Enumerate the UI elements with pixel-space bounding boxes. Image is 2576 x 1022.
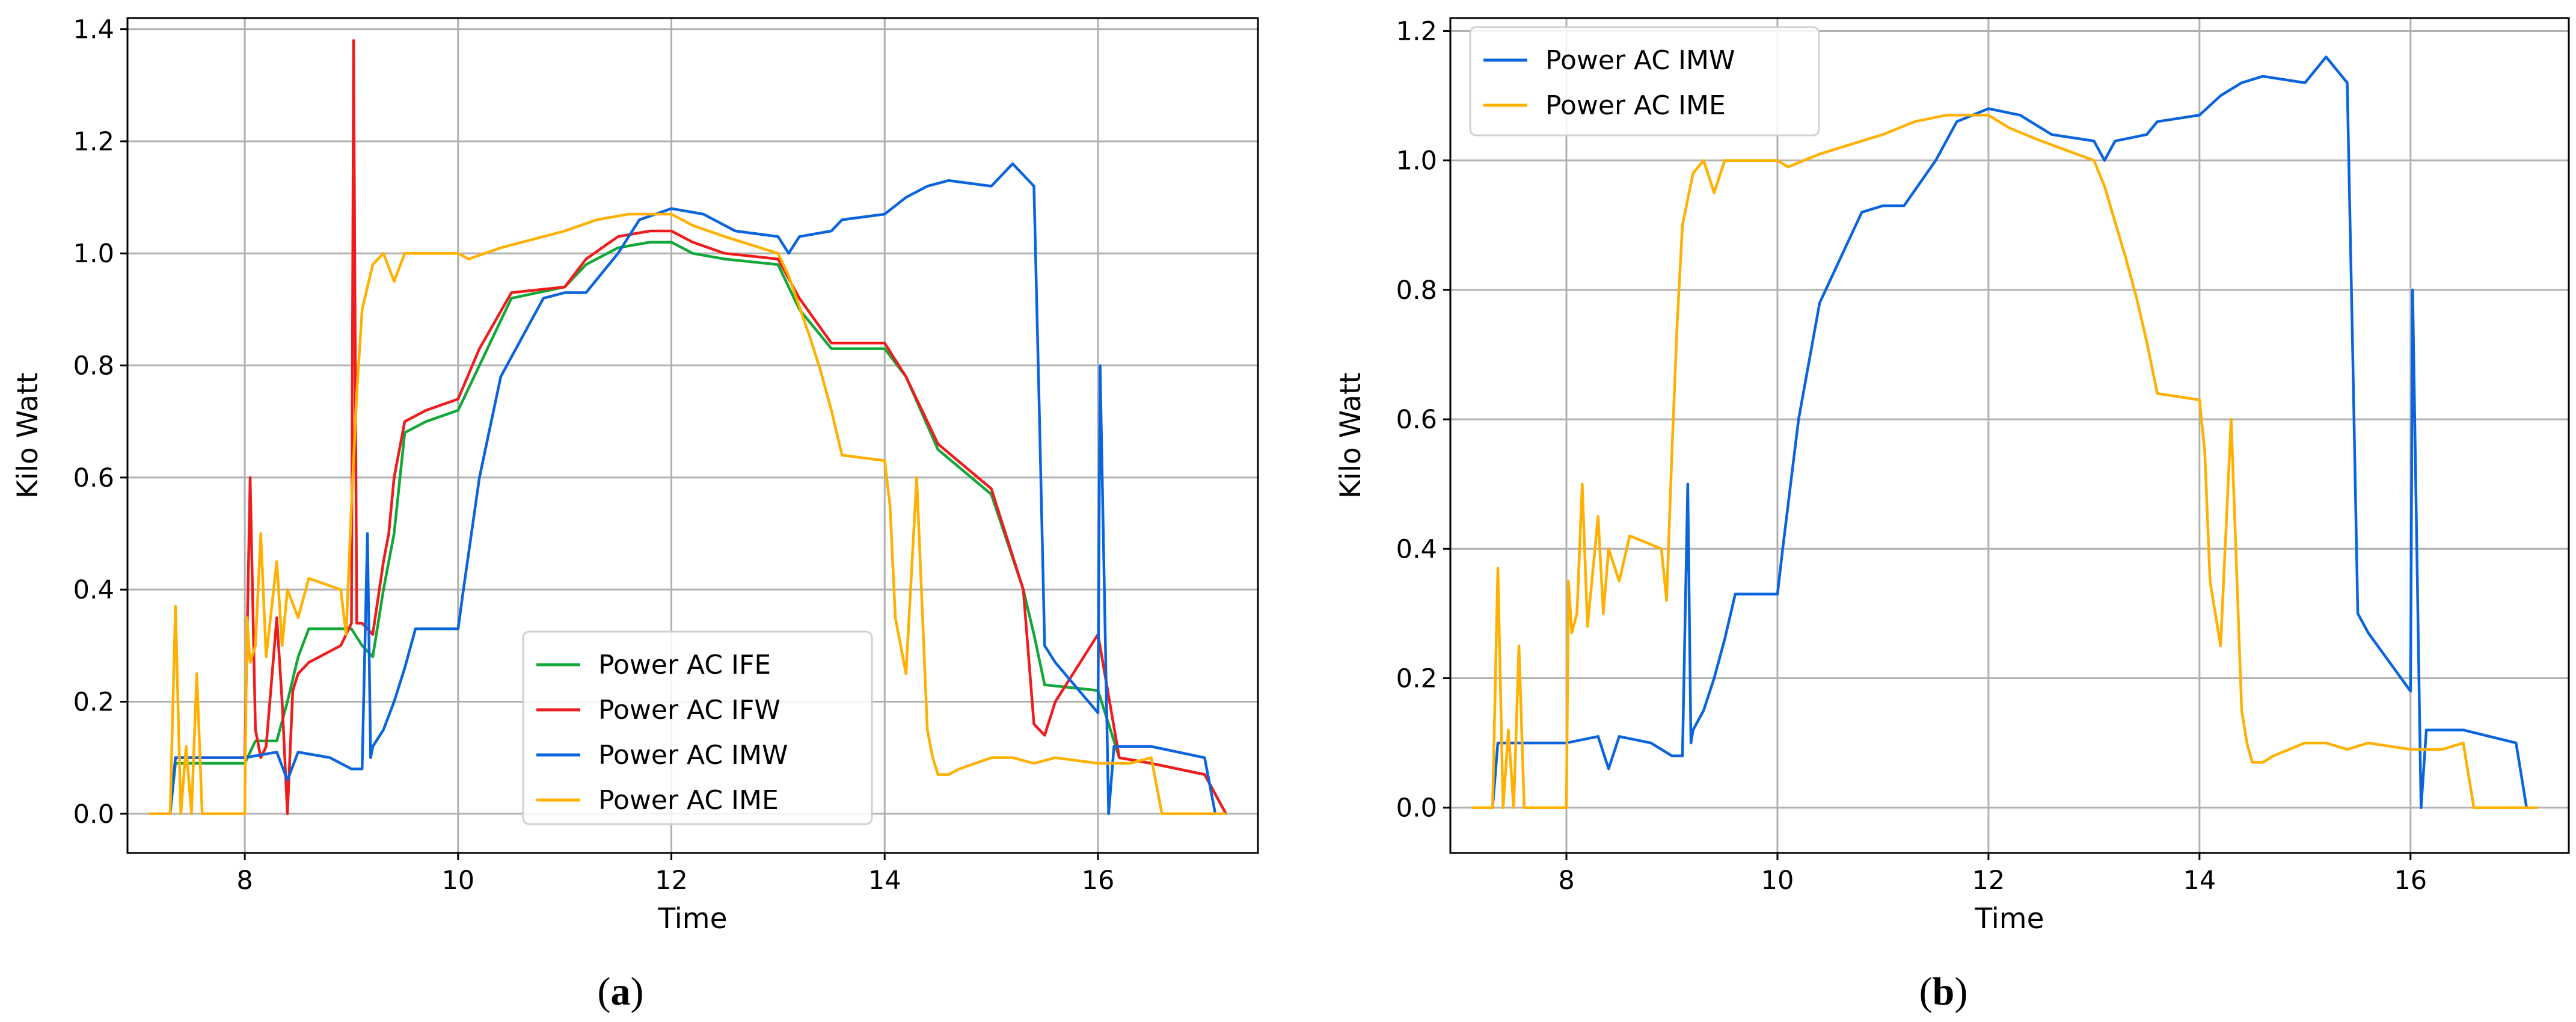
legend-label-ife: Power AC IFE — [598, 650, 771, 680]
caption-b: (b) — [1919, 970, 1968, 1014]
caption-b-letter: b — [1933, 970, 1955, 1014]
x-tick-label: 10 — [1761, 866, 1794, 896]
legend: Power AC IFE Power AC IFW Power AC IMW Powe… — [522, 630, 873, 825]
axes-frame — [1449, 17, 2570, 854]
axes-frame — [126, 17, 1259, 854]
legend-label-ifw: Power AC IFW — [598, 695, 780, 725]
panel-b: 8 10 12 14 16 0.0 0.2 0.4 0.6 0.8 1.0 1.2 Time Kilo W… — [1334, 17, 2570, 935]
caption-a-close: ) — [631, 970, 644, 1014]
legend-label-imw: Power AC IMW — [1545, 45, 1735, 76]
y-tick-label: 1.0 — [1396, 146, 1437, 176]
series-line-ime — [1471, 114, 2538, 809]
caption-a: (a) — [598, 970, 644, 1014]
y-tick-label: 0.4 — [1396, 534, 1437, 564]
x-tick-label: 14 — [868, 866, 901, 896]
x-axis-title: Time — [657, 902, 727, 935]
y-tick-label: 0.2 — [1396, 663, 1437, 694]
caption-a-open: ( — [598, 970, 611, 1014]
x-tick-label: 12 — [655, 866, 688, 896]
legend-box — [522, 630, 873, 825]
panel-a: 8 10 12 14 16 0.0 0.2 0.4 0.6 0.8 1.0 1.2 1.4 Time Kil… — [11, 15, 1259, 935]
legend-label-imw: Power AC IMW — [598, 740, 788, 771]
caption-a-letter: a — [611, 970, 631, 1014]
x-tick-label: 12 — [1972, 866, 2005, 896]
y-tick-label: 0.0 — [1396, 793, 1437, 823]
y-tick-label: 0.0 — [73, 799, 114, 830]
y-axis-title: Kilo Watt — [1334, 372, 1367, 499]
y-tick-label: 0.6 — [1396, 405, 1437, 435]
x-axis-title: Time — [1974, 902, 2044, 935]
caption-b-close: ) — [1954, 970, 1967, 1014]
series-line-imw — [1471, 55, 2538, 809]
x-tick-label: 8 — [1558, 866, 1574, 896]
legend-label-ime: Power AC IME — [598, 785, 779, 816]
legend: Power AC IMW Power AC IME — [1469, 26, 1820, 137]
y-tick-label: 0.8 — [1396, 276, 1437, 306]
y-tick-label: 0.2 — [73, 687, 114, 717]
series-line-ime — [149, 212, 1226, 816]
y-tick-label: 1.4 — [73, 15, 114, 45]
series-line-ifw — [149, 39, 1227, 816]
x-tick-label: 8 — [236, 866, 253, 896]
y-tick-label: 0.8 — [73, 351, 114, 381]
caption-b-open: ( — [1919, 970, 1933, 1014]
y-tick-label: 0.4 — [73, 575, 114, 605]
y-axis-title: Kilo Watt — [11, 372, 44, 499]
series-line-imw — [149, 162, 1226, 816]
x-tick-label: 16 — [2394, 866, 2427, 896]
legend-box — [1469, 26, 1820, 137]
x-tick-label: 14 — [2183, 866, 2216, 896]
y-tick-label: 1.0 — [73, 239, 114, 269]
y-tick-label: 1.2 — [73, 127, 114, 157]
x-tick-label: 10 — [441, 866, 474, 896]
y-tick-label: 1.2 — [1396, 17, 1437, 47]
x-tick-label: 16 — [1082, 866, 1115, 896]
legend-label-ime: Power AC IME — [1545, 90, 1726, 121]
y-tick-label: 0.6 — [73, 463, 114, 493]
